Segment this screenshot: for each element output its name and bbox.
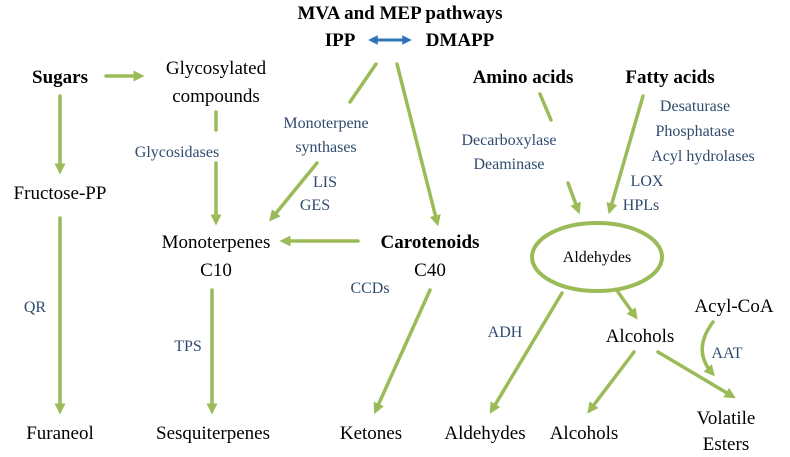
fatty-acids-label: Fatty acids	[625, 67, 714, 88]
arrow-synthases-to-monoterpenes	[269, 161, 319, 222]
tps-label: TPS	[174, 338, 202, 355]
enzyme-labels: Glycosidases Monoterpene synthases LIS G…	[24, 98, 755, 362]
fructose-pp-label: Fructose-PP	[14, 183, 107, 204]
hpls-label: HPLs	[623, 197, 659, 214]
carotenoids-label-line1: Carotenoids	[381, 232, 480, 253]
arrows	[54, 62, 736, 415]
glycosidases-label: Glycosidases	[135, 144, 219, 161]
furaneol-label: Furaneol	[26, 423, 94, 444]
decarboxylase-label: Decarboxylase	[461, 132, 556, 149]
alcohols-bottom-label: Alcohols	[550, 423, 619, 444]
deaminase-label: Deaminase	[473, 156, 544, 173]
monoterpene-synthases-line1: Monoterpene	[283, 115, 368, 132]
monoterpenes-label-line1: Monoterpenes	[162, 232, 271, 253]
arrow-alcohols-to-alcohols-bottom	[587, 350, 636, 414]
monoterpene-synthases-line2: synthases	[295, 139, 356, 156]
lis-label: LIS	[313, 174, 337, 191]
ges-label: GES	[300, 197, 330, 214]
monoterpenes-label-line2: C10	[200, 260, 232, 281]
arrow-ipp-to-synthases	[348, 62, 378, 104]
glycosylated-label-line1: Glycosylated	[166, 58, 267, 79]
amino-acids-label: Amino acids	[473, 67, 574, 88]
arrow-amino-top-segment	[538, 92, 553, 122]
node-labels: MVA and MEP pathways IPP DMAPP Sugars Gl…	[14, 3, 774, 455]
arrow-fatty-to-aldehydes	[606, 94, 645, 215]
desaturase-label: Desaturase	[660, 98, 730, 115]
sesquiterpenes-label: Sesquiterpenes	[156, 423, 270, 444]
alcohols-mid-label: Alcohols	[606, 326, 675, 347]
aldehydes-ellipse	[530, 221, 664, 293]
carotenoids-label-line2: C40	[414, 260, 446, 281]
glycosylated-label-line2: compounds	[172, 86, 260, 107]
ketones-label: Ketones	[340, 423, 402, 444]
arrow-aldehydes-to-alcohols	[616, 290, 638, 320]
aat-label: AAT	[711, 345, 742, 362]
lox-label: LOX	[631, 173, 664, 190]
acyl-hydrolases-label: Acyl hydrolases	[651, 148, 755, 165]
arrow-alcohols-to-esters	[656, 350, 736, 399]
sugars-label: Sugars	[32, 67, 88, 88]
arrow-acylcoa-to-esters	[700, 320, 715, 377]
ipp-label: IPP	[325, 30, 356, 51]
volatile-esters-label-line2: Esters	[703, 434, 749, 455]
aldehydes-bottom-label: Aldehydes	[444, 423, 525, 444]
arrow-carotenoids-to-ketones	[373, 288, 432, 415]
volatile-esters-label-line1: Volatile	[697, 408, 756, 429]
adh-label: ADH	[488, 324, 523, 341]
aldehydes-center-label: Aldehydes	[563, 249, 631, 266]
qr-label: QR	[24, 299, 47, 316]
phosphatase-label: Phosphatase	[655, 123, 734, 140]
arrow-amino-to-aldehydes	[566, 181, 581, 215]
dmapp-label: DMAPP	[426, 30, 495, 51]
ccds-label: CCDs	[350, 280, 389, 297]
acyl-coa-label: Acyl-CoA	[694, 296, 773, 317]
arrow-aldehydes-to-aldehydes-bottom	[489, 291, 564, 414]
mva-mep-title: MVA and MEP pathways	[297, 3, 502, 24]
arrow-ipp-to-carotenoids	[395, 62, 441, 227]
